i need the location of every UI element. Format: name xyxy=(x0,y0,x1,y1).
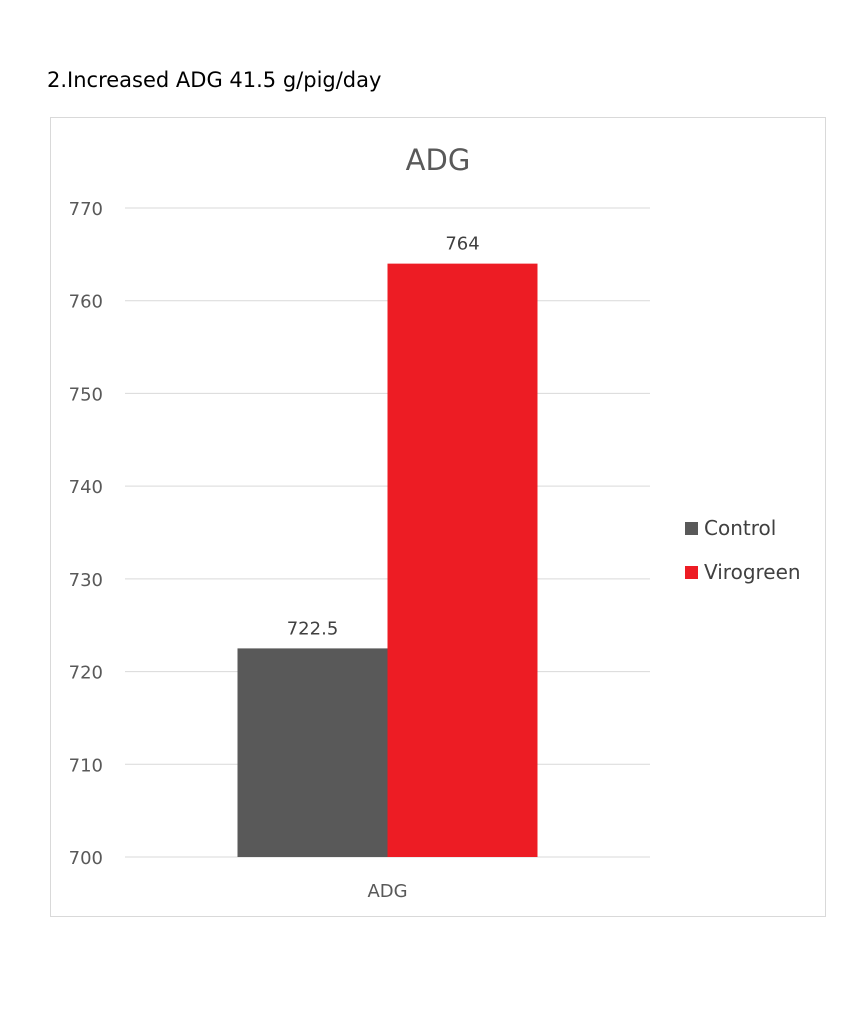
bar-virogreen xyxy=(387,263,538,858)
x-axis-categories: ADG xyxy=(367,881,407,902)
y-axis-ticks: 700 710 720 730 740 750 760 770 xyxy=(69,199,103,869)
y-tick-label: 760 xyxy=(69,292,103,313)
bars xyxy=(237,263,538,858)
y-tick-label: 770 xyxy=(69,199,103,220)
chart-title: ADG xyxy=(406,143,471,177)
legend: Control Virogreen xyxy=(685,516,801,584)
page-heading: 2.Increased ADG 41.5 g/pig/day xyxy=(47,68,382,92)
y-tick-label: 720 xyxy=(69,663,103,684)
y-tick-label: 750 xyxy=(69,384,103,405)
y-tick-label: 730 xyxy=(69,570,103,591)
legend-label: Control xyxy=(704,516,776,540)
data-label: 722.5 xyxy=(287,618,339,639)
y-tick-label: 710 xyxy=(69,755,103,776)
legend-label: Virogreen xyxy=(704,560,801,584)
y-tick-label: 740 xyxy=(69,477,103,498)
y-tick-label: 700 xyxy=(69,848,103,869)
bar-control xyxy=(237,648,388,857)
data-label: 764 xyxy=(445,234,479,255)
x-category-label: ADG xyxy=(367,881,407,902)
legend-swatch xyxy=(685,566,698,579)
legend-swatch xyxy=(685,522,698,535)
data-labels: 722.5 764 xyxy=(287,234,480,640)
